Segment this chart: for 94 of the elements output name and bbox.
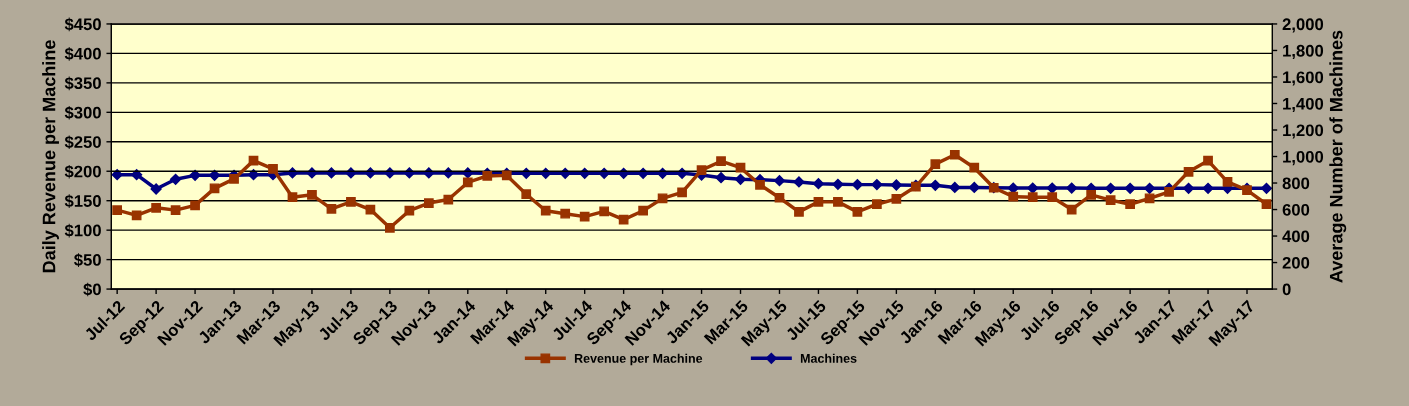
point [1124,182,1136,194]
point [112,205,123,215]
point [151,202,161,213]
point [657,193,668,204]
point [1047,192,1058,203]
y-tick-label: $350 [64,76,101,91]
y-tick-label: $400 [64,47,101,61]
point [423,198,434,208]
point [1164,187,1174,197]
point [1202,182,1214,194]
point [1027,192,1038,203]
point [949,149,960,160]
y2-tick-label: 200 [1282,256,1310,269]
y2-axis-title: Average Number of Machines [1329,30,1347,283]
point [891,194,902,204]
point [774,192,785,203]
y-tick-label: $0 [83,282,101,297]
point [385,222,395,233]
point [287,192,298,203]
point [1027,182,1039,194]
point [1086,189,1097,200]
point [131,169,143,181]
point [1066,204,1077,215]
point [735,162,746,173]
point [189,169,201,181]
y2-tick-label: 600 [1282,203,1310,216]
y2-tick-label: 1,600 [1283,71,1324,86]
point [482,171,493,181]
point [969,162,980,173]
point [307,189,317,200]
point [716,156,726,167]
point [715,172,727,184]
point [169,173,182,185]
y-axis-title: Daily Revenue per Machine [42,40,59,273]
legend-label: Revenue per Machine [574,353,703,366]
point [1222,176,1233,187]
point [833,197,843,207]
y-tick-label: $250 [64,135,101,150]
y-tick-label: $450 [64,17,101,32]
point [150,183,162,195]
point [1105,195,1116,205]
point [677,187,687,198]
point [1046,182,1058,194]
point [462,167,474,179]
y-tick-label: $100 [64,223,101,238]
point [521,189,532,200]
point [462,177,473,188]
point [813,197,824,207]
point [346,197,356,207]
y2-tick-label: 800 [1282,177,1310,190]
point [326,204,337,214]
point [871,179,883,191]
y2-tick-label: 1,000 [1283,150,1324,166]
legend-label: Machines [800,353,857,363]
point [560,208,571,219]
point [696,165,707,175]
point [229,174,239,184]
point [404,205,415,216]
point [209,183,220,194]
point [755,179,765,190]
point [1203,155,1213,166]
y2-tick-label: 1,200 [1283,124,1324,139]
point [872,199,882,210]
point [403,167,415,179]
point [832,178,844,190]
point [1008,191,1019,202]
point [190,200,200,211]
y-tick-label: $150 [64,194,101,208]
y-tick-label: $200 [64,164,101,179]
y2-tick-label: 0 [1282,283,1291,296]
y2-tick-label: 1,400 [1283,97,1324,113]
y-tick-label: $300 [64,106,101,120]
point [794,207,804,217]
point [442,167,454,179]
point [443,194,454,205]
point [930,159,941,170]
y2-tick-label: 400 [1282,230,1310,243]
point [111,169,123,181]
point [268,164,278,174]
point [1066,182,1078,194]
point [638,205,648,216]
point [1125,199,1135,210]
point [579,211,590,222]
point [170,205,181,215]
y2-tick-label: 1,800 [1283,44,1324,60]
y-tick-label: $50 [74,253,101,267]
point [1144,193,1155,204]
y2-tick-label: 2,000 [1282,18,1324,33]
point [540,205,551,216]
point [599,206,610,217]
point [852,207,863,217]
point [1261,199,1272,210]
point [1183,166,1194,177]
point [890,179,902,191]
